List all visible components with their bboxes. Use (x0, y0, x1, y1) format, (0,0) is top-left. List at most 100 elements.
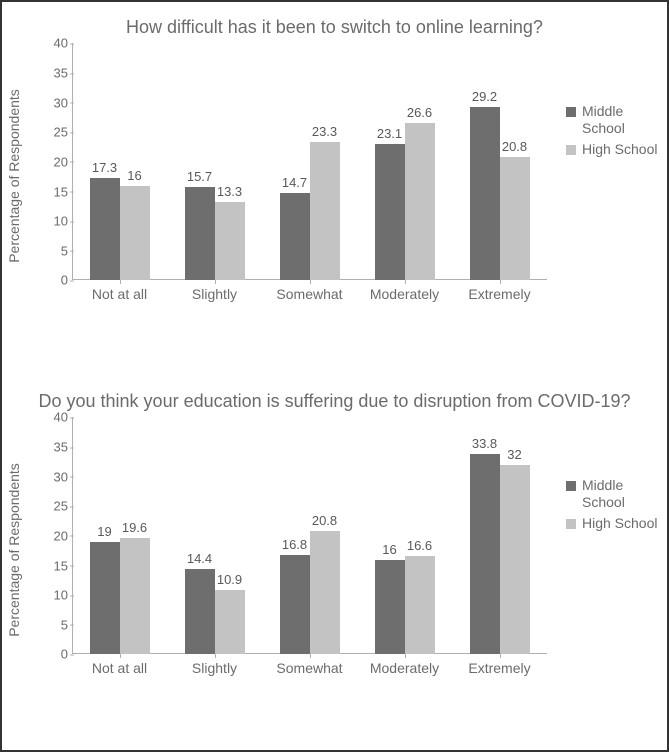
legend-item: High School (566, 141, 662, 158)
legend-label: High School (582, 515, 658, 532)
ytick: 20 (38, 528, 68, 543)
bar-value-label: 26.6 (407, 105, 432, 123)
ytick: 25 (38, 499, 68, 514)
ytick: 0 (38, 647, 68, 662)
ytick: 5 (38, 617, 68, 632)
bar-value-label: 16.6 (407, 538, 432, 556)
plot-area-1: 1919.614.410.916.820.81616.633.832 05101… (72, 417, 547, 654)
bar: 23.3 (310, 142, 340, 280)
chart-body-1: Percentage of Respondents 1919.614.410.9… (72, 417, 547, 682)
chart-panel-0: How difficult has it been to switch to o… (2, 6, 667, 308)
bar: 20.8 (500, 157, 530, 280)
bar: 33.8 (470, 454, 500, 654)
legend-label: Middle School (582, 477, 662, 511)
yaxis-label-0: Percentage of Respondents (6, 89, 22, 263)
bar-group: 14.410.9 (167, 417, 262, 654)
bar-value-label: 29.2 (472, 89, 497, 107)
bar-value-label: 15.7 (187, 169, 212, 187)
xtick: Not at all (72, 280, 167, 308)
bar-value-label: 20.8 (502, 139, 527, 157)
legend-swatch (566, 519, 576, 529)
bars-container-1: 1919.614.410.916.820.81616.633.832 (72, 417, 547, 654)
bar-value-label: 16 (127, 168, 141, 186)
bar-group: 14.723.3 (262, 43, 357, 280)
bar: 32 (500, 465, 530, 655)
xtick: Moderately (357, 654, 452, 682)
chart-title-0: How difficult has it been to switch to o… (2, 6, 667, 43)
bar: 26.6 (405, 123, 435, 281)
legend-swatch (566, 481, 576, 491)
bar-value-label: 13.3 (217, 184, 242, 202)
bar: 16 (375, 560, 405, 655)
bar-value-label: 33.8 (472, 436, 497, 454)
bar-value-label: 16 (382, 542, 396, 560)
legend-item: Middle School (566, 477, 662, 511)
ytick: 5 (38, 243, 68, 258)
bar-value-label: 20.8 (312, 513, 337, 531)
bar: 16.8 (280, 555, 310, 655)
chart-body-0: Percentage of Respondents 17.31615.713.3… (72, 43, 547, 308)
bar-group: 1919.6 (72, 417, 167, 654)
bar: 29.2 (470, 107, 500, 280)
chart-panel-1: Do you think your education is suffering… (2, 380, 667, 682)
bar-group: 29.220.8 (452, 43, 547, 280)
bar: 15.7 (185, 187, 215, 280)
bar-value-label: 19 (97, 524, 111, 542)
ytick: 25 (38, 125, 68, 140)
bar: 20.8 (310, 531, 340, 654)
bar-value-label: 16.8 (282, 537, 307, 555)
xtick: Somewhat (262, 654, 357, 682)
bar-value-label: 10.9 (217, 572, 242, 590)
xtick: Moderately (357, 280, 452, 308)
bar: 17.3 (90, 178, 120, 281)
ytick: 30 (38, 95, 68, 110)
legend-item: High School (566, 515, 662, 532)
bar-value-label: 14.7 (282, 175, 307, 193)
bar-group: 1616.6 (357, 417, 452, 654)
bar-group: 16.820.8 (262, 417, 357, 654)
ytick: 40 (38, 36, 68, 51)
bar-group: 23.126.6 (357, 43, 452, 280)
ytick: 30 (38, 469, 68, 484)
bar-value-label: 17.3 (92, 160, 117, 178)
bar-group: 15.713.3 (167, 43, 262, 280)
bars-container-0: 17.31615.713.314.723.323.126.629.220.8 (72, 43, 547, 280)
ytick: 15 (38, 558, 68, 573)
bar-value-label: 23.3 (312, 124, 337, 142)
plot-area-0: 17.31615.713.314.723.323.126.629.220.8 0… (72, 43, 547, 280)
ytick: 35 (38, 66, 68, 81)
bar: 16 (120, 186, 150, 281)
bar-group: 17.316 (72, 43, 167, 280)
chart-title-1: Do you think your education is suffering… (2, 380, 667, 417)
xtick: Slightly (167, 280, 262, 308)
bar: 19.6 (120, 538, 150, 654)
page-frame: How difficult has it been to switch to o… (0, 0, 669, 752)
legend-label: High School (582, 141, 658, 158)
ytick: 20 (38, 154, 68, 169)
bar-value-label: 32 (507, 447, 521, 465)
legend-item: Middle School (566, 103, 662, 137)
ytick: 15 (38, 184, 68, 199)
bar-value-label: 19.6 (122, 520, 147, 538)
legend-swatch (566, 107, 576, 117)
ytick: 0 (38, 273, 68, 288)
xtick: Extremely (452, 654, 547, 682)
legend-label: Middle School (582, 103, 662, 137)
bar: 19 (90, 542, 120, 655)
bar: 14.4 (185, 569, 215, 654)
xtick: Somewhat (262, 280, 357, 308)
xtick: Not at all (72, 654, 167, 682)
ytick: 35 (38, 440, 68, 455)
xtick: Slightly (167, 654, 262, 682)
bar-value-label: 23.1 (377, 126, 402, 144)
ytick: 40 (38, 410, 68, 425)
ytick: 10 (38, 214, 68, 229)
bar: 14.7 (280, 193, 310, 280)
bar-group: 33.832 (452, 417, 547, 654)
bar-value-label: 14.4 (187, 551, 212, 569)
ytick: 10 (38, 588, 68, 603)
xaxis-0: Not at allSlightlySomewhatModeratelyExtr… (72, 280, 547, 308)
bar: 16.6 (405, 556, 435, 654)
legend-0: Middle School High School (566, 103, 662, 161)
bar: 13.3 (215, 202, 245, 281)
